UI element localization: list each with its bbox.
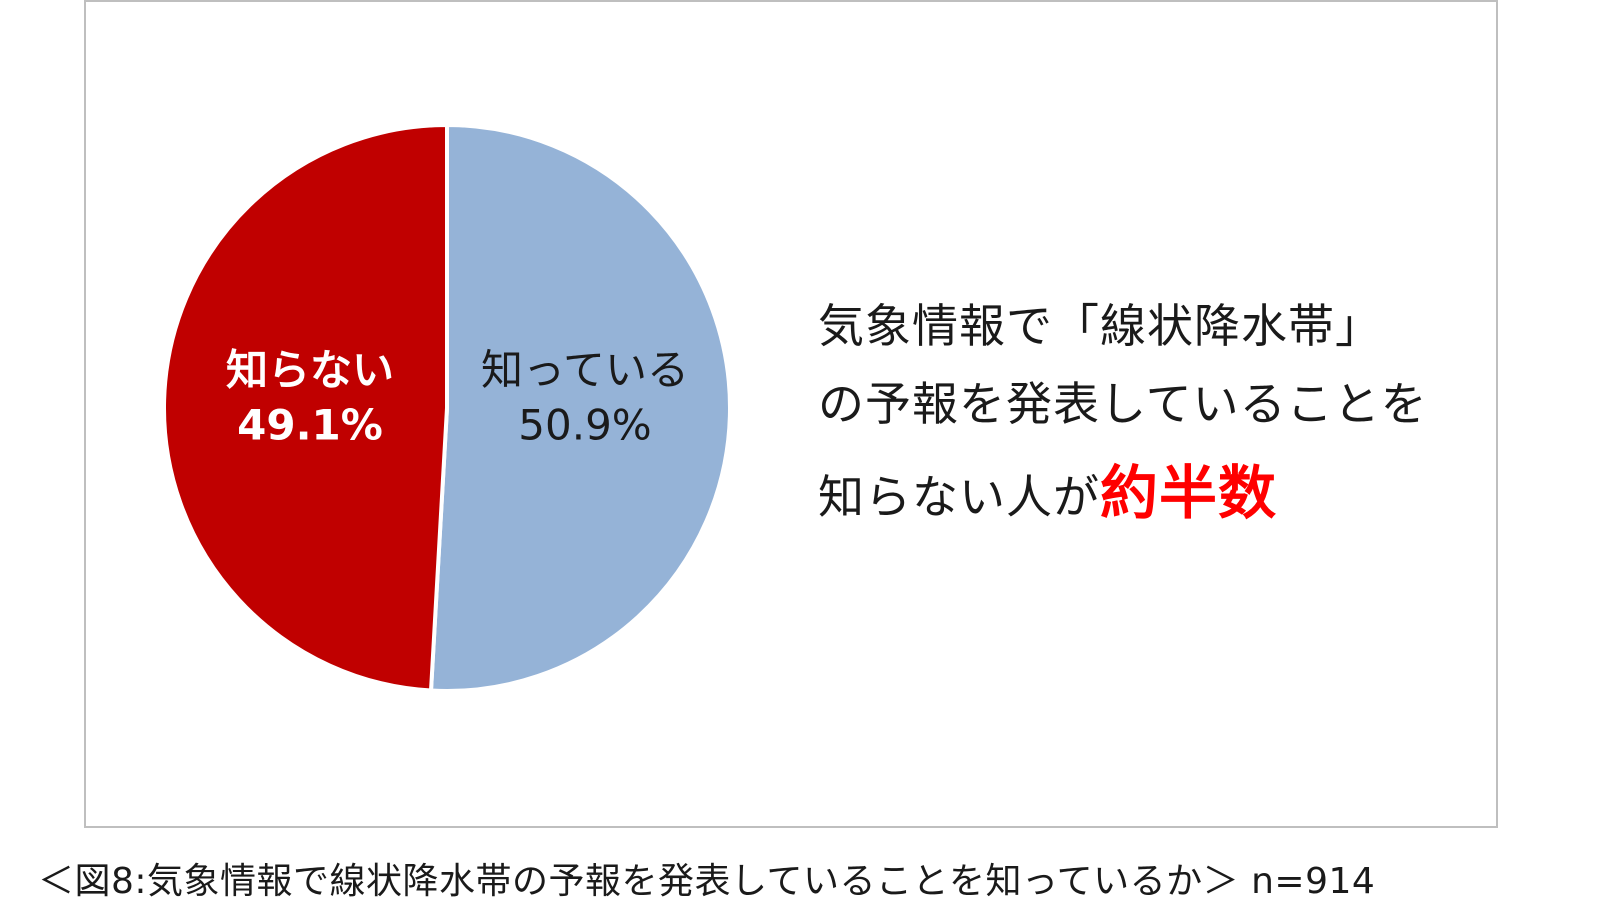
slice-value-1: 49.1% (237, 401, 383, 450)
slice-value-0: 50.9% (518, 401, 651, 450)
callout-line-3-prefix: 知らない人が (818, 470, 1100, 524)
callout-emphasis: 約半数 (1100, 459, 1278, 527)
pie-slice-0 (428, 122, 732, 693)
pie-slice-1 (161, 122, 449, 693)
callout-line-2: の予報を発表していることを (818, 377, 1428, 431)
figure-caption: ＜図8:気象情報で線状降水帯の予報を発表していることを知っているか＞ n=914 (38, 861, 1376, 902)
slice-label-1: 知らない (226, 346, 394, 395)
callout-line-3: 知らない人が約半数 (818, 446, 1277, 530)
slice-label-0: 知っている (481, 346, 689, 395)
callout-line-1: 気象情報で「線状降水帯」 (818, 299, 1382, 353)
